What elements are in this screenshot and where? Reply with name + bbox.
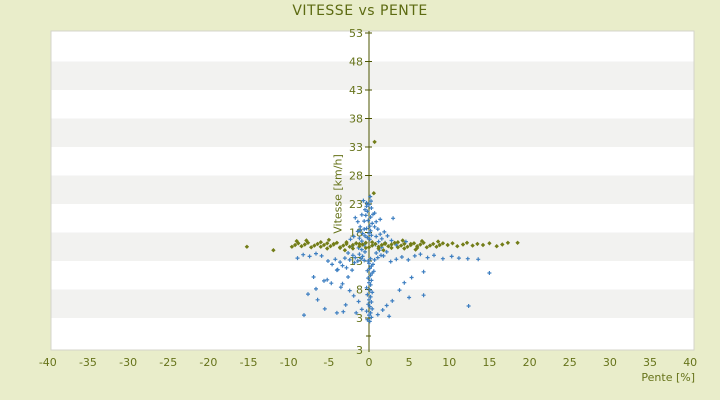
x-tick-label: -40 [39, 356, 57, 369]
x-tick-label: 0 [366, 356, 373, 369]
x-tick-label: 20 [523, 356, 537, 369]
x-tick-label: -20 [199, 356, 217, 369]
x-tick-label: 25 [563, 356, 577, 369]
x-tick-label: 5 [406, 356, 413, 369]
y-tick-label: 3 [356, 312, 363, 325]
plot-border [50, 30, 695, 351]
grid-band [51, 175, 694, 204]
x-tick-label: -15 [240, 356, 258, 369]
x-tick-label: -35 [79, 356, 97, 369]
x-tick-label: 10 [442, 356, 456, 369]
x-tick-label: -25 [159, 356, 177, 369]
y-tick-label: 48 [349, 56, 363, 69]
x-axis-title: Pente [%] [641, 371, 695, 384]
y-tick-label: 33 [349, 141, 363, 154]
y-tick-label: 38 [349, 113, 363, 126]
x-tick-label: -10 [280, 356, 298, 369]
x-tick-label: 30 [603, 356, 617, 369]
chart-title: VITESSE vs PENTE [292, 3, 428, 19]
y-tick-label: 28 [349, 170, 363, 183]
grid-band [51, 61, 694, 90]
y-tick-label: 53 [349, 27, 363, 40]
x-tick-label: 15 [482, 356, 496, 369]
y-tick-label: 43 [349, 84, 363, 97]
grid-band [51, 118, 694, 147]
y-tick-label: 23 [349, 198, 363, 211]
x-tick-label: -30 [119, 356, 137, 369]
x-tick-label: 35 [643, 356, 657, 369]
series-vitesse-points [295, 194, 492, 324]
y-axis-title-text: Vitesse [km/h] [331, 154, 345, 234]
y-tick-label: 8 [356, 284, 363, 297]
x-tick-label: -5 [323, 356, 334, 369]
x-tick-label: 40 [683, 356, 697, 369]
y-axis-bottom-label: 3 [356, 344, 363, 357]
